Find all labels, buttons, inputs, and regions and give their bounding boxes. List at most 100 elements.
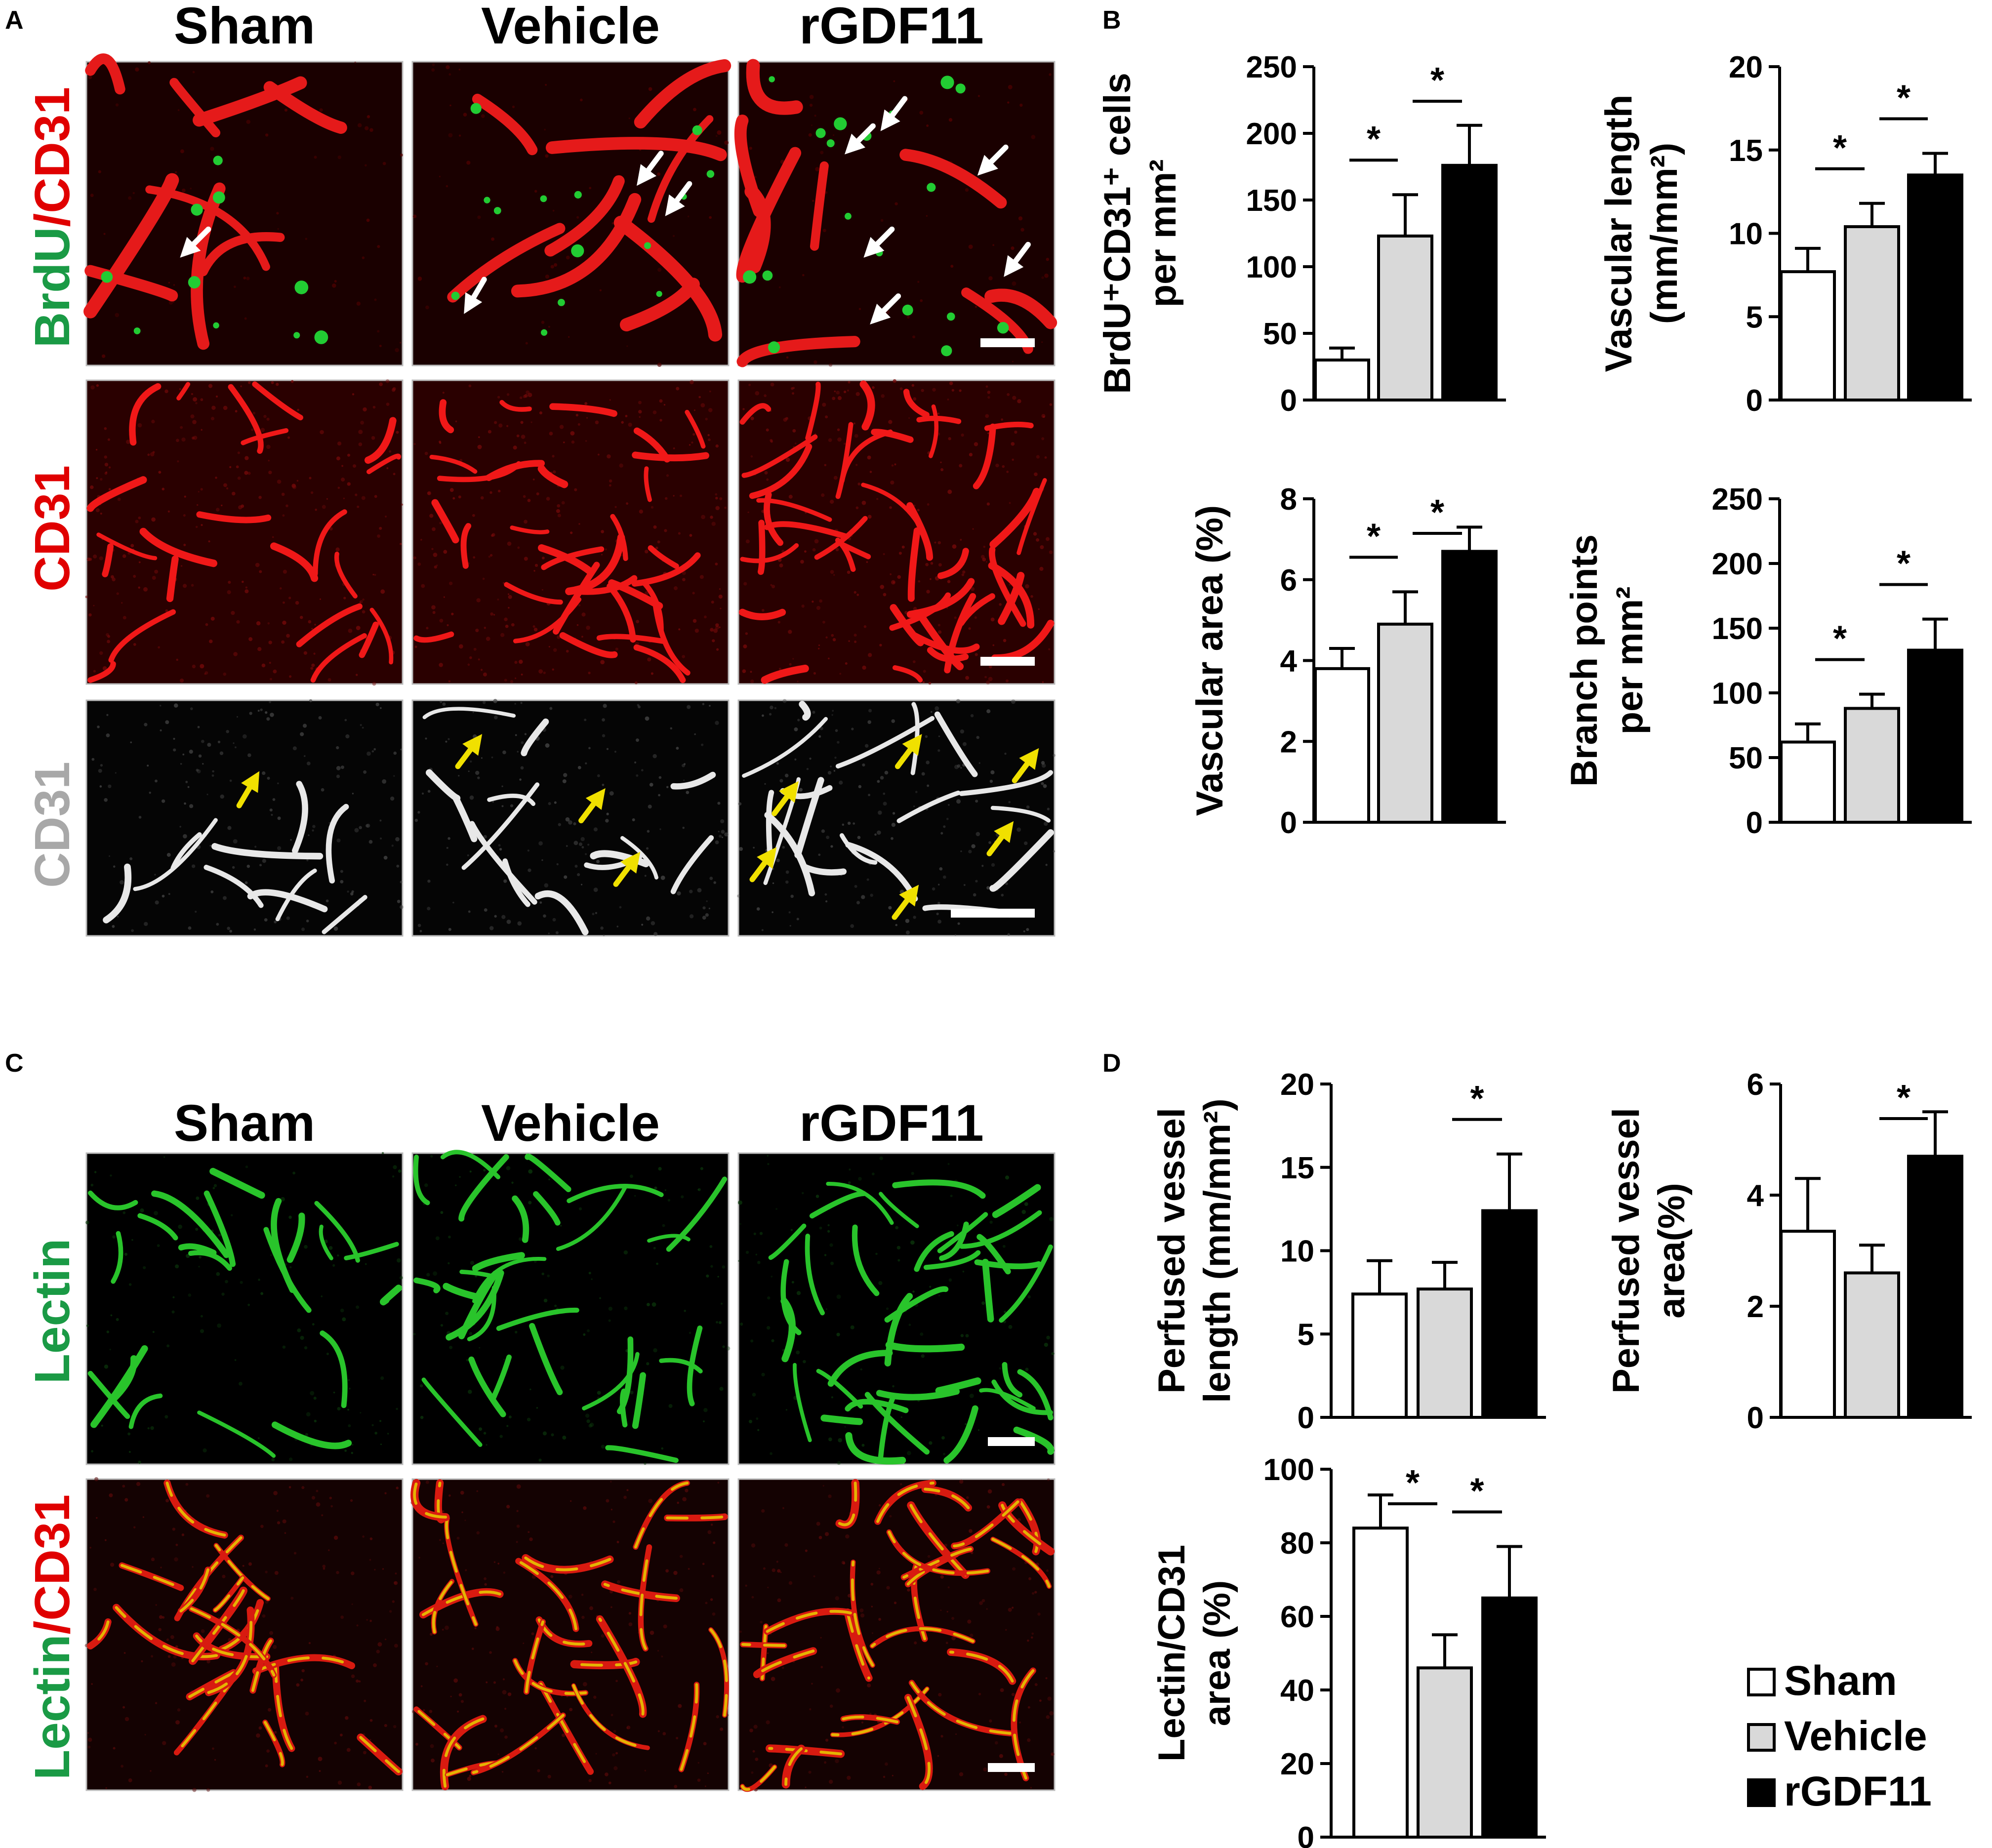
y-tick-label: 40 — [1280, 1674, 1314, 1708]
bar-sham — [1780, 270, 1836, 402]
row-label-cd31: CD31 — [25, 1494, 80, 1621]
y-tick-label: 200 — [1712, 547, 1763, 581]
legend-swatch-sham — [1747, 1668, 1776, 1696]
bar-rgdf11 — [1907, 648, 1963, 824]
y-tick-label: 4 — [1280, 644, 1298, 679]
y-tick-label: 20 — [1280, 1747, 1314, 1781]
chart-d3: 0 20 40 60 80 100 Lectin/CD31area (%) * * — [1151, 1453, 1546, 1848]
legend-label-sham: Sham — [1784, 1657, 1897, 1704]
significance-star: * — [1470, 1471, 1484, 1511]
bar-vehicle — [1844, 707, 1900, 824]
significance-star: * — [1430, 61, 1444, 100]
significance-star: * — [1897, 1078, 1911, 1118]
y-tick-label: 50 — [1263, 317, 1297, 351]
y-tick-label: 0 — [1280, 384, 1297, 418]
y-tick-label: 100 — [1263, 1453, 1314, 1487]
y-tick-label: 0 — [1298, 1401, 1314, 1435]
micrograph-lectin-cd31-vehicle — [410, 1478, 730, 1791]
chart-d2: 0 2 4 6 Perfused vesselarea(%) * — [1605, 1068, 1972, 1435]
significance-star: * — [1367, 120, 1381, 159]
significance-star: * — [1430, 493, 1444, 532]
micrograph-lectin-vehicle — [411, 1150, 731, 1465]
y-tick-label: 0 — [1298, 1821, 1314, 1848]
micrograph-lectin-cd31-rgdf11 — [737, 1478, 1056, 1792]
bar-vehicle — [1417, 1666, 1473, 1839]
y-tick-label: 20 — [1280, 1068, 1314, 1102]
row-label-sep: / — [25, 213, 80, 227]
micrograph-lectin-rgdf11 — [737, 1152, 1056, 1465]
panel-label-c: C — [5, 1049, 24, 1078]
micrograph-cd31-vehicle — [411, 379, 730, 685]
y-tick-label: 15 — [1280, 1151, 1314, 1185]
y-tick-label: 0 — [1280, 806, 1297, 840]
panel-c-column-sham: Sham — [174, 1094, 315, 1152]
row-label-brdu: BrdU — [25, 227, 80, 348]
bar-vehicle — [1417, 1287, 1473, 1419]
panel-a-row2-label: CD31 — [25, 465, 80, 592]
chart-d1: 0 5 10 15 20 Perfused vessellength (mm/mm²) * — [1151, 1068, 1546, 1435]
bar-rgdf11 — [1907, 1155, 1963, 1419]
y-tick-label: 8 — [1280, 482, 1297, 517]
y-tick-label: 50 — [1729, 741, 1763, 775]
micrograph-cd31-gray-vehicle — [411, 699, 730, 937]
micrograph-cd31-gray-sham — [85, 699, 404, 937]
panel-c-column-rgdf11: rGDF11 — [799, 1094, 984, 1152]
bar-rgdf11 — [1441, 550, 1498, 824]
chart-b3: 0 2 4 6 8 Vascular area (%) * * — [1189, 482, 1506, 840]
chart-b1: 0 50 100 150 200 250 BrdU⁺CD31⁺ cellsper mm² * * — [1097, 50, 1506, 418]
y-tick-label: 100 — [1246, 250, 1297, 284]
panel-c-column-vehicle: Vehicle — [481, 1094, 660, 1152]
y-tick-label: 80 — [1280, 1527, 1314, 1561]
panel-label-d: D — [1102, 1049, 1121, 1078]
chart-b2: 0 5 10 15 20 Vascular length(mm/mm²) * * — [1598, 50, 1972, 418]
y-tick-label: 0 — [1746, 384, 1763, 418]
row-label-sep: / — [25, 1621, 80, 1635]
panel-c-micrographs — [84, 1150, 1056, 1792]
y-axis-label: Vascular area (%) — [1189, 505, 1231, 816]
micrograph-cd31-sham — [85, 379, 404, 686]
y-axis-label: Vascular length(mm/mm²) — [1598, 95, 1685, 372]
micrograph-brdu-cd31-rgdf11 — [734, 59, 1057, 367]
panel-a-column-vehicle: Vehicle — [481, 0, 660, 55]
panel-a-row3-label: CD31 — [25, 762, 80, 888]
legend-swatch-vehicle — [1747, 1723, 1776, 1752]
micrograph-brdu-cd31-vehicle — [411, 59, 732, 367]
bar-sham — [1352, 1527, 1409, 1839]
significance-star: * — [1833, 619, 1847, 659]
bar-vehicle — [1377, 622, 1433, 824]
y-axis-label: Lectin/CD31area (%) — [1151, 1545, 1238, 1762]
y-tick-label: 10 — [1729, 217, 1763, 251]
y-tick-label: 0 — [1747, 1401, 1764, 1435]
bar-vehicle — [1844, 1271, 1900, 1419]
micrograph-cd31-gray-rgdf11 — [736, 699, 1056, 937]
y-tick-label: 100 — [1712, 677, 1763, 711]
y-tick-label: 6 — [1280, 563, 1297, 598]
panel-c-row1-label: Lectin — [25, 1239, 80, 1384]
y-tick-label: 5 — [1298, 1318, 1314, 1352]
bar-sham — [1780, 1230, 1836, 1419]
bar-rgdf11 — [1481, 1209, 1538, 1419]
legend-label-vehicle: Vehicle — [1784, 1713, 1927, 1759]
y-tick-label: 15 — [1729, 134, 1763, 168]
y-tick-label: 250 — [1246, 50, 1297, 84]
panel-a-column-sham: Sham — [174, 0, 315, 55]
bar-sham — [1314, 359, 1370, 402]
bar-sham — [1351, 1292, 1408, 1419]
y-tick-label: 2 — [1747, 1290, 1764, 1324]
panel-label-a: A — [5, 6, 24, 35]
panel-c-row2-label: Lectin/CD31 — [25, 1494, 80, 1780]
y-tick-label: 20 — [1729, 50, 1763, 84]
panel-label-b: B — [1102, 6, 1121, 35]
significance-star: * — [1833, 128, 1847, 168]
y-axis-label: Perfused vessellength (mm/mm²) — [1151, 1098, 1238, 1403]
panel-a-micrographs — [83, 53, 1057, 937]
micrograph-brdu-cd31-sham — [83, 53, 404, 366]
legend: Sham Vehicle rGDF11 — [1747, 1657, 1932, 1814]
y-axis-label: Perfused vesselarea(%) — [1605, 1108, 1693, 1394]
panel-a-column-rgdf11: rGDF11 — [799, 0, 984, 55]
micrograph-lectin-cd31-sham — [84, 1477, 404, 1792]
y-tick-label: 6 — [1747, 1068, 1764, 1102]
